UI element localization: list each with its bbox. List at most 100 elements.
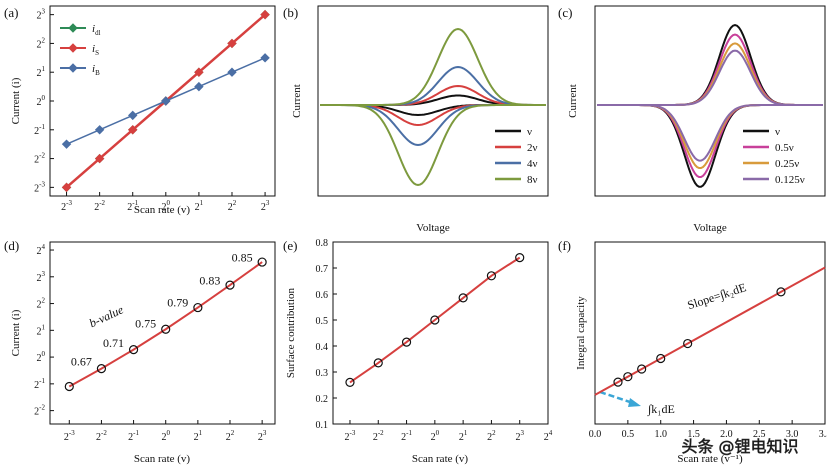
panel-label-d: (d) (4, 238, 19, 253)
data-point-e (373, 358, 383, 368)
data-point-d (161, 324, 171, 334)
series-curve-up (597, 42, 823, 106)
fit-line-f (594, 266, 826, 396)
x-tick-label-f: 1.5 (687, 429, 700, 440)
y-tick-label-d: 21 (37, 323, 46, 337)
legend-label: 2ν (527, 142, 538, 154)
x-tick-label-f: 3.5 (819, 429, 827, 440)
b-value-data-label: 0.85 (232, 251, 253, 265)
x-tick-label-d: 2-3 (64, 429, 75, 443)
series-curve-down (597, 104, 823, 162)
x-tick-label-d: 20 (161, 429, 170, 443)
legend-label-a: idl (92, 23, 101, 37)
x-tick-label-e: 21 (459, 429, 468, 443)
intercept-label: ∫k₁dE (647, 402, 675, 416)
y-tick-label-e: 0.6 (316, 290, 329, 301)
plot-frame-c (594, 5, 826, 197)
legend-label: 8ν (527, 174, 538, 186)
ylabel-a: Current (i) (10, 77, 22, 124)
plot-frame-b (317, 5, 549, 197)
series-line-d (68, 261, 263, 388)
data-point-a (61, 182, 72, 193)
legend-marker-a (68, 43, 78, 53)
data-point-a (94, 153, 105, 164)
b-value-data-label: 0.83 (199, 273, 220, 287)
intercept-arrow (599, 390, 634, 405)
y-tick-label-d: 2-1 (34, 377, 45, 391)
data-point-a (161, 96, 171, 106)
x-tick-label-f: 2.5 (753, 429, 766, 440)
x-tick-label-e: 2-2 (373, 429, 384, 443)
watermark: 头条 @锂电知识 (681, 437, 798, 456)
legend-label: 0.5ν (775, 142, 794, 154)
data-point-e (458, 293, 468, 303)
panel-label-f: (f) (558, 238, 571, 253)
series-curve-down (320, 104, 546, 117)
y-tick-label-e: 0.4 (316, 342, 329, 353)
y-tick-label-a: 2-1 (34, 123, 45, 137)
ylabel-e: Surface contribution (285, 287, 297, 378)
series-curve-down (320, 104, 546, 187)
x-tick-label-e: 22 (487, 429, 496, 443)
data-point-a (260, 9, 270, 20)
slope-label: Slope=∫k₂dE (686, 280, 748, 312)
x-tick-label-d: 2-1 (128, 429, 139, 443)
xlabel-d: Scan rate (v) (134, 453, 191, 465)
b-value-data-label: 0.71 (103, 336, 124, 350)
plot-frame-f (594, 241, 826, 425)
panel-label-a: (a) (4, 5, 18, 20)
y-tick-label-e: 0.1 (316, 420, 329, 431)
data-point-f (613, 377, 623, 387)
y-tick-label-e: 0.5 (316, 316, 329, 327)
data-point-d (193, 302, 203, 313)
intercept-arrowhead (628, 398, 641, 407)
y-tick-label-d: 22 (37, 297, 46, 311)
data-point-f (623, 372, 633, 382)
x-tick-label-a: 2-2 (94, 199, 105, 213)
x-tick-label-a: 20 (162, 199, 171, 213)
x-tick-label-e: 2-3 (345, 429, 356, 443)
data-point-f (683, 338, 693, 349)
y-tick-label-d: 20 (37, 350, 46, 364)
data-point-f (656, 353, 666, 364)
x-tick-label-e: 20 (431, 429, 440, 443)
y-tick-label-e: 0.2 (316, 394, 329, 405)
x-tick-label-e: 24 (544, 429, 553, 443)
legend-marker-a (68, 63, 78, 73)
x-tick-label-e: 23 (515, 429, 524, 443)
x-tick-label-f: 0.0 (589, 429, 602, 440)
b-value-data-label: 0.67 (71, 355, 92, 369)
series-curve-down (320, 104, 546, 127)
data-point-d (257, 257, 267, 267)
data-point-e (430, 315, 440, 325)
ylabel-f: Integral capacity (575, 296, 587, 370)
series-curve-up (597, 23, 823, 106)
legend-label-a: iB (92, 63, 100, 77)
legend-label: 0.25ν (775, 158, 799, 170)
x-tick-label-e: 2-1 (401, 429, 412, 443)
b-value-data-label: 0.75 (135, 316, 156, 330)
y-tick-label-a: 22 (37, 36, 46, 50)
ylabel-b: Current (291, 84, 303, 118)
legend-label-a: iS (92, 43, 99, 57)
x-tick-label-f: 0.5 (622, 429, 635, 440)
data-point-e (401, 337, 412, 347)
data-point-a (128, 110, 138, 121)
panel-label-b: (b) (283, 5, 298, 20)
b-value-data-label: 0.79 (167, 295, 188, 309)
x-tick-label-a: 21 (195, 199, 204, 213)
data-point-f (637, 364, 647, 374)
y-tick-label-d: 2-2 (34, 404, 45, 418)
y-tick-label-d: 23 (37, 270, 46, 284)
legend-label: 4ν (527, 158, 538, 170)
ylabel-d: Current (i) (10, 309, 22, 356)
data-point-a (227, 38, 237, 49)
series-curve-down (320, 104, 546, 147)
x-tick-label-a: 2-3 (61, 199, 72, 213)
data-point-a (194, 81, 204, 92)
x-tick-label-d: 2-2 (96, 429, 107, 443)
y-tick-label-e: 0.7 (316, 264, 329, 275)
data-point-e (345, 377, 355, 387)
x-tick-label-a: 22 (228, 199, 237, 213)
xlabel-a: Scan rate (v) (134, 204, 191, 216)
